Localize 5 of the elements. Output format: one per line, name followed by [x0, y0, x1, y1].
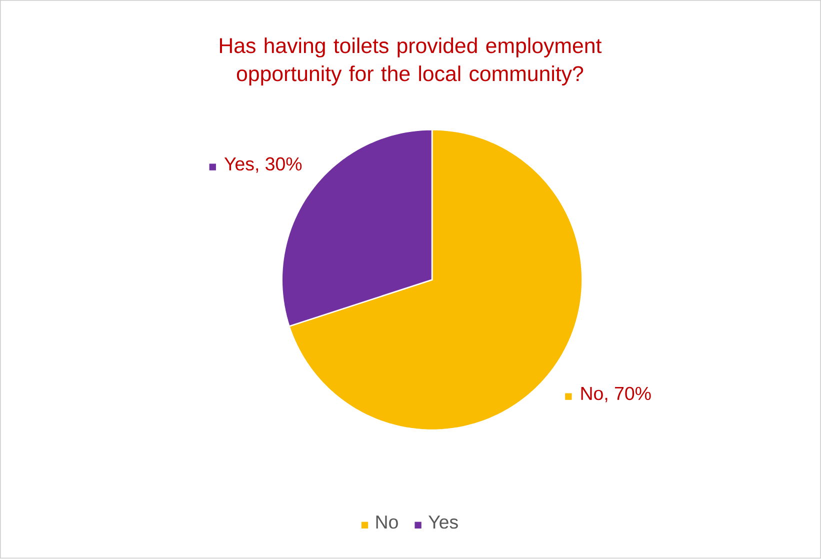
data-label: No, 70% [581, 387, 651, 402]
data-label: Yes, 30% [224, 157, 302, 173]
legend-label: Yes [428, 516, 458, 529]
chart-title: Has having toilets provided employment opportunity for the local community? [220, 38, 602, 86]
legend-label: No [376, 516, 398, 529]
